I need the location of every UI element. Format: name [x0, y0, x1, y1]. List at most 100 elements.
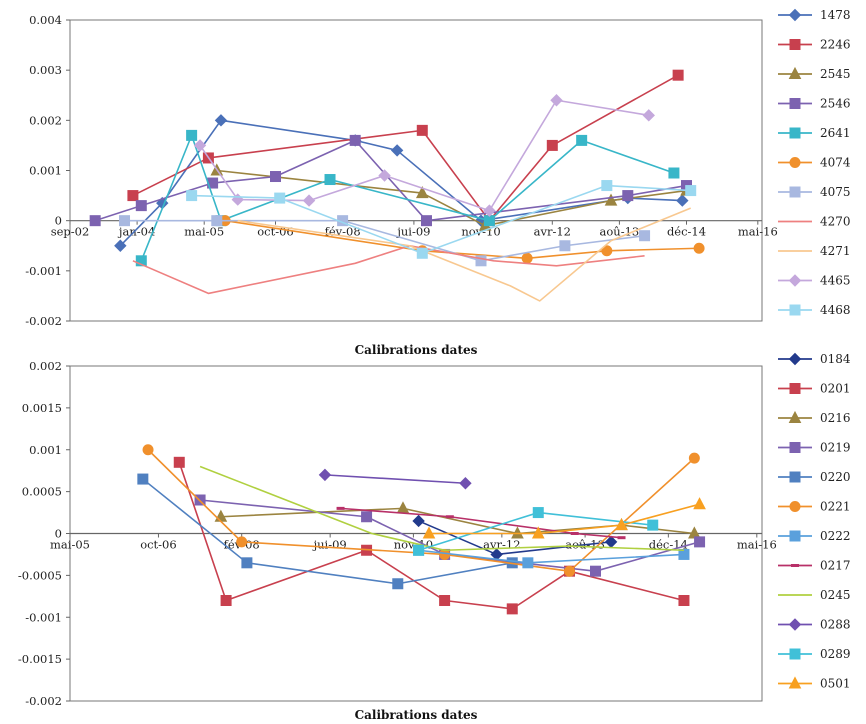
legend-label: 4075 — [820, 185, 851, 199]
legend-entry-0219: 0219 — [778, 441, 851, 455]
series-0217 — [336, 506, 626, 540]
legend-marker — [789, 39, 801, 50]
legend-label: 0245 — [820, 588, 851, 602]
data-point-0288 — [459, 477, 472, 490]
legend-label: 0288 — [820, 618, 851, 632]
data-point-0221 — [563, 565, 575, 577]
x-tick-label: sep-02 — [51, 225, 90, 239]
bottom-x-axis-title: Calibrations dates — [355, 708, 478, 722]
legend-label: 0219 — [820, 441, 851, 455]
legend-marker — [789, 383, 801, 394]
legend-entry-0501: 0501 — [778, 676, 851, 691]
y-tick-label: 0 — [55, 527, 62, 541]
legend-marker — [788, 352, 802, 366]
x-tick-label: jui-09 — [312, 538, 347, 552]
x-tick-label: mai-16 — [738, 225, 778, 239]
series-0288 — [318, 468, 472, 490]
data-point-1478 — [214, 114, 228, 127]
legend-entry-4074: 4074 — [778, 156, 851, 170]
data-point-4465 — [378, 169, 391, 182]
series-4075 — [119, 215, 651, 267]
legend-label: 2545 — [820, 67, 851, 81]
legend-entry-0216: 0216 — [778, 410, 851, 425]
y-tick-label: 0.0015 — [22, 401, 62, 415]
data-point-0201 — [678, 595, 690, 606]
legend-marker — [789, 127, 801, 139]
top-x-axis-title: Calibrations dates — [355, 343, 478, 357]
legend-entry-1478: 1478 — [778, 8, 851, 22]
series-line-0217 — [340, 507, 622, 539]
legend-marker — [788, 410, 802, 423]
data-point-2545 — [415, 185, 429, 199]
data-point-2641 — [135, 255, 147, 267]
legend-marker — [788, 8, 802, 22]
legend-label: 4270 — [820, 215, 851, 229]
data-point-0201 — [220, 595, 232, 606]
data-point-2546 — [420, 215, 432, 227]
legend-label: 0216 — [820, 411, 851, 425]
legend-entry-4468: 4468 — [778, 303, 851, 317]
data-point-4468 — [186, 190, 198, 202]
data-point-0222 — [678, 548, 690, 560]
data-point-0221 — [688, 452, 700, 464]
series-line-2546 — [94, 139, 687, 222]
data-point-0217 — [617, 536, 626, 540]
x-tick-label: mai-05 — [50, 538, 90, 552]
x-tick-label: aoû-13 — [600, 225, 640, 239]
x-tick-label: mai-16 — [737, 538, 777, 552]
y-tick-label: -0.002 — [25, 694, 62, 708]
legend-marker — [791, 564, 799, 567]
legend-label: 2641 — [820, 126, 851, 140]
y-tick-label: -0.001 — [25, 610, 62, 624]
data-point-0217 — [445, 515, 454, 519]
data-point-2246 — [546, 139, 558, 151]
legend-label: 0289 — [820, 647, 851, 661]
data-point-0221 — [236, 536, 248, 548]
data-point-0220 — [137, 473, 149, 485]
series-line-4271 — [237, 207, 692, 302]
data-point-2246 — [672, 69, 684, 81]
data-point-2546 — [135, 200, 147, 212]
legend-label: 0501 — [820, 677, 851, 691]
data-point-1478 — [390, 144, 404, 157]
data-point-4465 — [550, 94, 563, 107]
legend-entry-2546: 2546 — [778, 97, 851, 111]
legend-entry-0201: 0201 — [778, 382, 851, 396]
legend-label: 4468 — [820, 303, 851, 317]
data-point-0221 — [142, 444, 154, 456]
legend-marker — [789, 304, 801, 316]
data-point-2641 — [186, 129, 198, 141]
data-point-0219 — [694, 536, 706, 548]
legend-entry-0217: 0217 — [778, 559, 851, 573]
data-point-4468 — [685, 185, 697, 197]
legend-marker — [788, 274, 802, 287]
y-tick-label: -0.0015 — [18, 652, 62, 666]
data-point-0289 — [413, 544, 425, 556]
series-0501 — [422, 497, 706, 539]
y-tick-label: 0.001 — [29, 443, 62, 457]
x-tick-label: jan-04 — [117, 225, 155, 239]
y-tick-label: 0.004 — [29, 13, 62, 27]
data-point-0217 — [570, 532, 579, 535]
legend-label: 2246 — [820, 38, 851, 52]
legend-marker — [788, 66, 802, 79]
y-tick-label: 0 — [55, 214, 62, 228]
series-line-0220 — [142, 478, 513, 585]
legend-label: 0184 — [820, 352, 851, 366]
legend-label: 1478 — [820, 8, 851, 22]
legend-entry-2545: 2545 — [778, 66, 851, 81]
top-chart: Calibrations dates 0.004 0.003 0.002 0.001 0… — [25, 8, 851, 357]
y-tick-label: -0.001 — [25, 264, 62, 278]
data-point-2546 — [270, 171, 282, 183]
legend-label: 4271 — [820, 244, 851, 258]
data-point-4075 — [559, 240, 571, 252]
data-point-4075 — [211, 215, 223, 227]
legend-entry-0222: 0222 — [778, 529, 851, 543]
data-point-0289 — [532, 507, 544, 519]
data-point-0289 — [647, 519, 659, 531]
data-point-1478 — [114, 239, 127, 252]
legend-entry-0288: 0288 — [778, 618, 851, 632]
data-point-0201 — [173, 456, 185, 468]
bottom-chart: Calibrations dates 0.002 0.0015 0.001 0.000… — [18, 352, 851, 722]
